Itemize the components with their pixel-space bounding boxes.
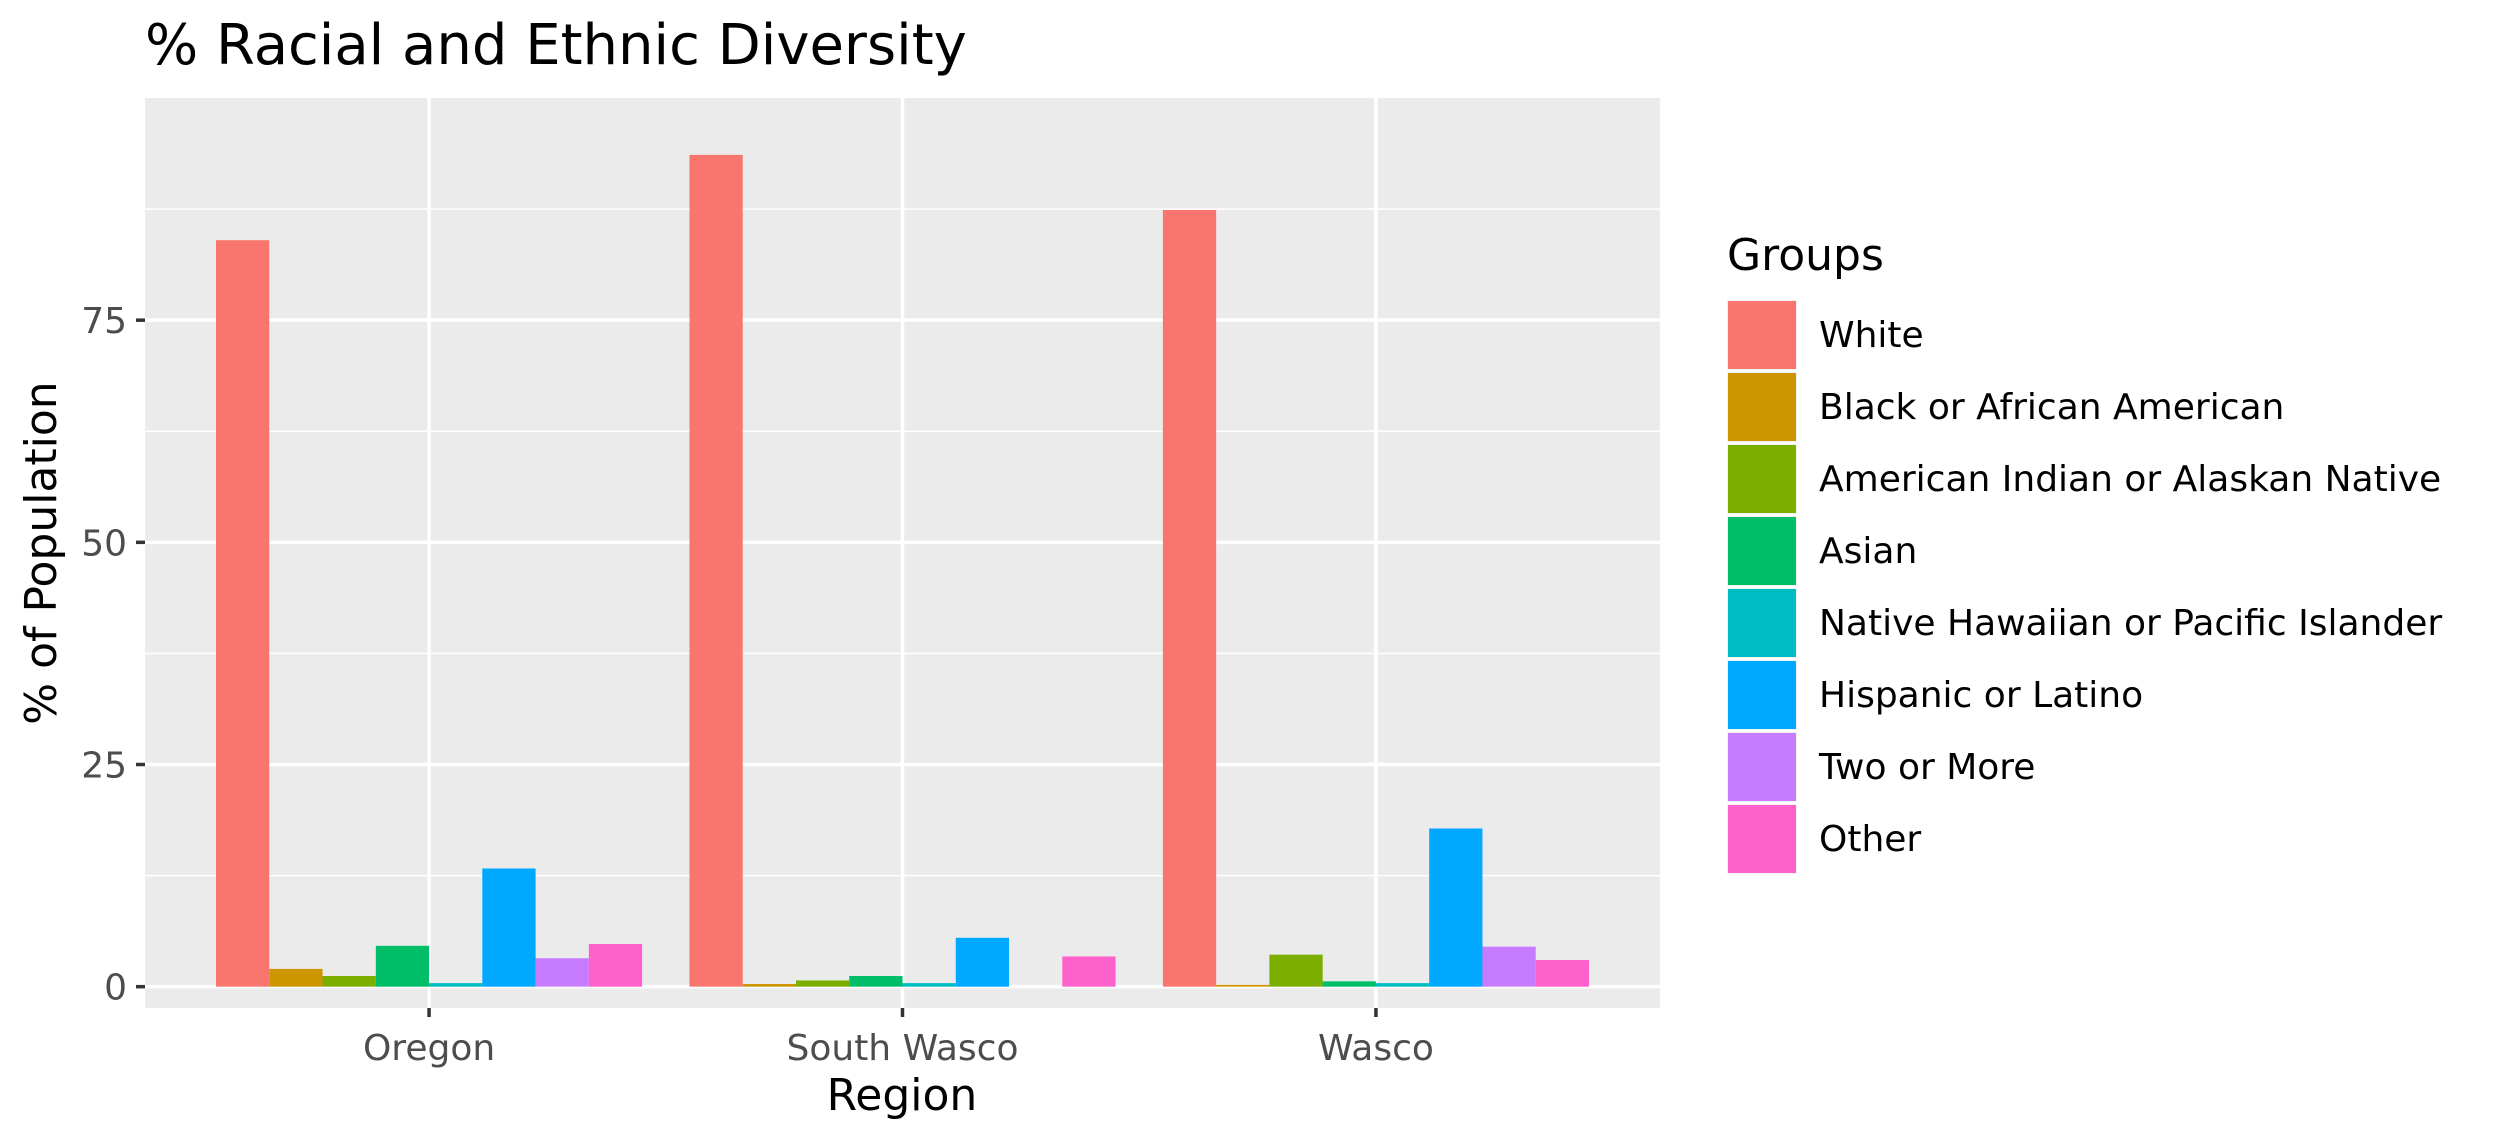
x-axis-title: Region [827, 1070, 978, 1121]
axes: 0 25 50 75 Oregon South Wasco Wasco [81, 301, 1434, 1069]
bar-wasco-2 [1269, 954, 1323, 987]
legend-label: Asian [1819, 531, 1917, 572]
bar-wasco-4 [1375, 983, 1430, 987]
grid-lines [145, 98, 1660, 1008]
x-tick-label: Oregon [363, 1028, 495, 1069]
x-tick-label: South Wasco [787, 1028, 1019, 1069]
bar-south-wasco-4 [902, 983, 956, 987]
bar-oregon-0 [216, 240, 270, 987]
y-axis-title: % of Population [16, 381, 67, 724]
legend-label: American Indian or Alaskan Native [1819, 459, 2441, 500]
bar-south-wasco-0 [689, 154, 743, 987]
bar-oregon-6 [535, 958, 589, 987]
bar-wasco-7 [1535, 960, 1589, 987]
bar-wasco-3 [1322, 981, 1376, 987]
bar-oregon-4 [429, 983, 483, 987]
legend-swatch [1728, 445, 1796, 513]
bar-south-wasco-3 [849, 976, 903, 987]
bar-south-wasco-2 [795, 980, 850, 987]
bar-oregon-3 [375, 945, 430, 987]
bar-south-wasco-5 [955, 937, 1010, 987]
legend-swatch [1728, 805, 1796, 873]
y-tick-label: 25 [81, 746, 127, 787]
bar-wasco-1 [1216, 984, 1270, 987]
bar-south-wasco-1 [742, 984, 796, 987]
legend: Groups White Black or African American Ame… [1727, 230, 2442, 874]
legend-label: Hispanic or Latino [1819, 675, 2143, 716]
legend-swatch [1728, 589, 1796, 657]
legend-label: Black or African American [1819, 387, 2284, 428]
y-tick-label: 50 [81, 523, 127, 564]
bar-wasco-0 [1162, 209, 1217, 987]
legend-swatch [1728, 733, 1796, 801]
legend-label: White [1819, 315, 1924, 356]
legend-title: Groups [1727, 230, 1884, 281]
legend-label: Other [1819, 819, 1921, 860]
x-tick-label: Wasco [1318, 1028, 1434, 1069]
y-tick-label: 75 [81, 301, 127, 342]
bar-oregon-5 [482, 868, 536, 987]
bar-wasco-6 [1482, 946, 1536, 987]
legend-swatch [1728, 517, 1796, 585]
y-tick-label: 0 [104, 968, 127, 1009]
bar-oregon-1 [269, 968, 323, 987]
bar-south-wasco-7 [1062, 956, 1116, 987]
chart-title: % Racial and Ethnic Diversity [145, 13, 967, 78]
bars [216, 154, 1589, 987]
bar-oregon-7 [588, 944, 643, 987]
legend-label: Two or More [1818, 747, 2035, 788]
legend-swatch [1728, 301, 1796, 369]
bar-wasco-5 [1429, 828, 1483, 987]
bar-oregon-2 [322, 976, 376, 987]
legend-swatch [1728, 373, 1796, 441]
legend-swatch [1728, 661, 1796, 729]
legend-label: Native Hawaiian or Pacific Islander [1819, 603, 2442, 644]
